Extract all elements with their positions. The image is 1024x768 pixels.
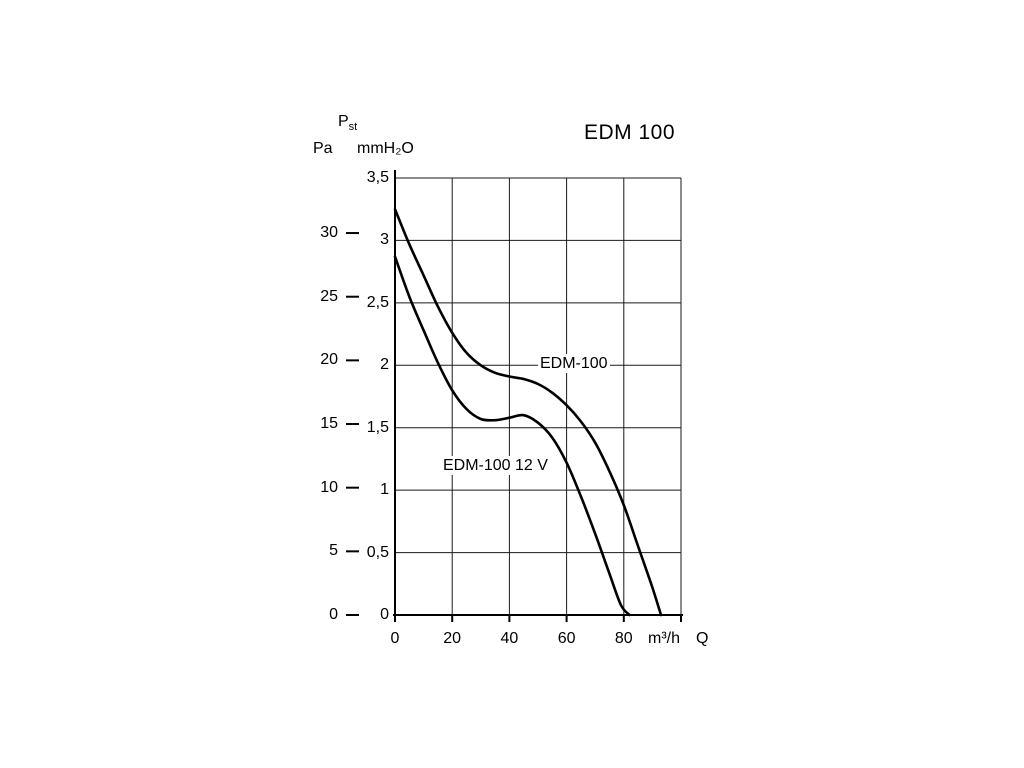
pa-tick-label: 20	[320, 351, 338, 369]
pst-subscript: st	[348, 121, 358, 133]
mmh2o-tick-label: 3	[380, 231, 389, 249]
x-tick-label: 60	[557, 630, 576, 647]
mmh2o-tick-label: 1,5	[366, 418, 389, 436]
mmh2o-tick-label: 2,5	[366, 293, 389, 311]
pa-tick-label: 30	[320, 224, 338, 242]
pa-tick-label: 15	[320, 415, 338, 433]
mmh2o-tick-label: 3,5	[366, 169, 389, 186]
pa-tick-label: 10	[320, 478, 338, 496]
pa-tick-label: 5	[329, 542, 338, 560]
pst-symbol: P	[338, 113, 349, 130]
pa-tick-label: 25	[320, 287, 338, 305]
x-axis-symbol: Q	[696, 630, 709, 647]
mmh2o-tick-label: 1	[380, 481, 389, 499]
curve-label-edm-100-12v: EDM-100 12 V	[441, 456, 550, 475]
pa-unit-label: Pa	[313, 140, 333, 157]
x-tick-label: 40	[500, 630, 519, 647]
curve-edm-100	[393, 207, 663, 617]
mmh2o-tick-label: 0,5	[366, 543, 389, 561]
pa-tick-label: 0	[329, 606, 338, 623]
mmh2o-tick-label: 2	[380, 356, 389, 374]
x-tick-label: 80	[614, 630, 633, 647]
curve-edm-100-12v	[393, 255, 631, 617]
curve-label-edm-100: EDM-100	[538, 354, 610, 373]
x-tick-label: 20	[443, 630, 462, 647]
pst-axis-label: Pst	[338, 112, 357, 133]
chart-title: EDM 100	[584, 121, 676, 144]
x-tick-label: 0	[390, 630, 400, 647]
mmh2o-tick-label: 0	[380, 606, 389, 623]
x-axis-unit-label: m³/h	[648, 630, 680, 647]
mmh2o-unit-label: mmH₂O	[357, 140, 414, 157]
